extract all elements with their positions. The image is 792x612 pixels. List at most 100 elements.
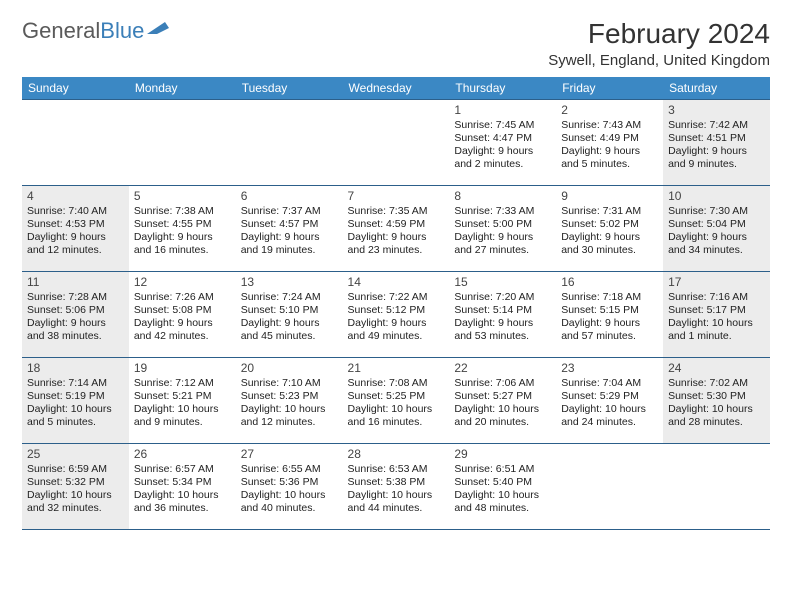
- day-info-line: Sunrise: 6:53 AM: [348, 463, 445, 476]
- day-info-line: Daylight: 9 hours: [134, 231, 231, 244]
- day-number: 7: [348, 189, 445, 204]
- day-info-line: and 24 minutes.: [561, 416, 658, 429]
- day-header: Saturday: [663, 77, 770, 100]
- day-info-line: Daylight: 10 hours: [134, 489, 231, 502]
- day-number: 15: [454, 275, 551, 290]
- day-info-line: and 27 minutes.: [454, 244, 551, 257]
- day-info-line: Sunrise: 6:59 AM: [27, 463, 124, 476]
- day-cell: 16Sunrise: 7:18 AMSunset: 5:15 PMDayligh…: [556, 272, 663, 358]
- day-info-line: Daylight: 10 hours: [454, 403, 551, 416]
- day-cell: 9Sunrise: 7:31 AMSunset: 5:02 PMDaylight…: [556, 186, 663, 272]
- day-cell: 11Sunrise: 7:28 AMSunset: 5:06 PMDayligh…: [22, 272, 129, 358]
- day-cell: 2Sunrise: 7:43 AMSunset: 4:49 PMDaylight…: [556, 100, 663, 186]
- day-number: 12: [134, 275, 231, 290]
- day-number: 3: [668, 103, 765, 118]
- day-info-line: and 19 minutes.: [241, 244, 338, 257]
- day-number: 26: [134, 447, 231, 462]
- day-info-line: Sunset: 5:00 PM: [454, 218, 551, 231]
- day-info-line: Sunrise: 7:24 AM: [241, 291, 338, 304]
- day-cell: 29Sunrise: 6:51 AMSunset: 5:40 PMDayligh…: [449, 444, 556, 530]
- day-info-line: Sunrise: 7:43 AM: [561, 119, 658, 132]
- day-header: Tuesday: [236, 77, 343, 100]
- day-info-line: Sunrise: 7:42 AM: [668, 119, 765, 132]
- day-info-line: Daylight: 10 hours: [27, 403, 124, 416]
- day-cell: 18Sunrise: 7:14 AMSunset: 5:19 PMDayligh…: [22, 358, 129, 444]
- day-info-line: Sunset: 5:40 PM: [454, 476, 551, 489]
- day-info-line: Sunset: 5:38 PM: [348, 476, 445, 489]
- day-info-line: Daylight: 9 hours: [561, 231, 658, 244]
- day-number: 18: [27, 361, 124, 376]
- day-number: 17: [668, 275, 765, 290]
- day-info-line: Daylight: 9 hours: [27, 317, 124, 330]
- day-header-row: SundayMondayTuesdayWednesdayThursdayFrid…: [22, 77, 770, 100]
- day-cell: 19Sunrise: 7:12 AMSunset: 5:21 PMDayligh…: [129, 358, 236, 444]
- day-info-line: Sunrise: 7:45 AM: [454, 119, 551, 132]
- day-info-line: and 28 minutes.: [668, 416, 765, 429]
- day-info-line: Sunset: 5:21 PM: [134, 390, 231, 403]
- empty-cell: [343, 100, 450, 186]
- day-number: 8: [454, 189, 551, 204]
- day-info-line: Daylight: 10 hours: [241, 489, 338, 502]
- logo-text-general: General: [22, 18, 100, 44]
- day-cell: 6Sunrise: 7:37 AMSunset: 4:57 PMDaylight…: [236, 186, 343, 272]
- day-info-line: Sunset: 5:25 PM: [348, 390, 445, 403]
- day-cell: 21Sunrise: 7:08 AMSunset: 5:25 PMDayligh…: [343, 358, 450, 444]
- day-cell: 24Sunrise: 7:02 AMSunset: 5:30 PMDayligh…: [663, 358, 770, 444]
- day-info-line: Sunset: 4:47 PM: [454, 132, 551, 145]
- calendar-table: SundayMondayTuesdayWednesdayThursdayFrid…: [22, 77, 770, 530]
- day-info-line: and 36 minutes.: [134, 502, 231, 515]
- day-info-line: Sunrise: 6:55 AM: [241, 463, 338, 476]
- day-info-line: and 34 minutes.: [668, 244, 765, 257]
- day-info-line: Sunrise: 7:10 AM: [241, 377, 338, 390]
- day-info-line: Sunset: 5:08 PM: [134, 304, 231, 317]
- day-info-line: Sunset: 5:04 PM: [668, 218, 765, 231]
- day-cell: 5Sunrise: 7:38 AMSunset: 4:55 PMDaylight…: [129, 186, 236, 272]
- empty-cell: [663, 444, 770, 530]
- day-number: 27: [241, 447, 338, 462]
- day-info-line: Sunset: 4:49 PM: [561, 132, 658, 145]
- day-cell: 4Sunrise: 7:40 AMSunset: 4:53 PMDaylight…: [22, 186, 129, 272]
- day-info-line: Daylight: 10 hours: [134, 403, 231, 416]
- day-info-line: Sunset: 5:17 PM: [668, 304, 765, 317]
- day-info-line: and 42 minutes.: [134, 330, 231, 343]
- day-info-line: Sunrise: 7:31 AM: [561, 205, 658, 218]
- day-info-line: Sunrise: 7:06 AM: [454, 377, 551, 390]
- day-cell: 1Sunrise: 7:45 AMSunset: 4:47 PMDaylight…: [449, 100, 556, 186]
- day-info-line: Sunset: 5:14 PM: [454, 304, 551, 317]
- day-cell: 8Sunrise: 7:33 AMSunset: 5:00 PMDaylight…: [449, 186, 556, 272]
- day-info-line: Sunset: 4:57 PM: [241, 218, 338, 231]
- day-info-line: Sunrise: 7:35 AM: [348, 205, 445, 218]
- day-number: 13: [241, 275, 338, 290]
- day-info-line: Daylight: 10 hours: [668, 317, 765, 330]
- logo: GeneralBlue: [22, 18, 169, 44]
- empty-cell: [22, 100, 129, 186]
- day-cell: 10Sunrise: 7:30 AMSunset: 5:04 PMDayligh…: [663, 186, 770, 272]
- day-cell: 25Sunrise: 6:59 AMSunset: 5:32 PMDayligh…: [22, 444, 129, 530]
- day-info-line: Sunrise: 7:38 AM: [134, 205, 231, 218]
- day-cell: 15Sunrise: 7:20 AMSunset: 5:14 PMDayligh…: [449, 272, 556, 358]
- day-header: Friday: [556, 77, 663, 100]
- day-cell: 27Sunrise: 6:55 AMSunset: 5:36 PMDayligh…: [236, 444, 343, 530]
- day-info-line: Sunset: 5:30 PM: [668, 390, 765, 403]
- day-info-line: Sunrise: 6:51 AM: [454, 463, 551, 476]
- day-info-line: Sunrise: 7:04 AM: [561, 377, 658, 390]
- day-info-line: and 44 minutes.: [348, 502, 445, 515]
- calendar-row: 1Sunrise: 7:45 AMSunset: 4:47 PMDaylight…: [22, 100, 770, 186]
- day-info-line: and 1 minute.: [668, 330, 765, 343]
- day-cell: 3Sunrise: 7:42 AMSunset: 4:51 PMDaylight…: [663, 100, 770, 186]
- logo-text-blue: Blue: [100, 18, 144, 44]
- day-info-line: and 16 minutes.: [348, 416, 445, 429]
- day-info-line: Sunset: 5:23 PM: [241, 390, 338, 403]
- day-info-line: Sunrise: 7:22 AM: [348, 291, 445, 304]
- logo-arrow-icon: [147, 18, 169, 44]
- day-info-line: Daylight: 9 hours: [668, 231, 765, 244]
- day-number: 11: [27, 275, 124, 290]
- day-info-line: Daylight: 9 hours: [454, 317, 551, 330]
- day-info-line: Daylight: 9 hours: [561, 145, 658, 158]
- day-info-line: Daylight: 10 hours: [27, 489, 124, 502]
- day-number: 20: [241, 361, 338, 376]
- day-info-line: Sunrise: 7:08 AM: [348, 377, 445, 390]
- day-info-line: Sunset: 4:59 PM: [348, 218, 445, 231]
- day-info-line: Daylight: 10 hours: [348, 489, 445, 502]
- month-title: February 2024: [548, 18, 770, 50]
